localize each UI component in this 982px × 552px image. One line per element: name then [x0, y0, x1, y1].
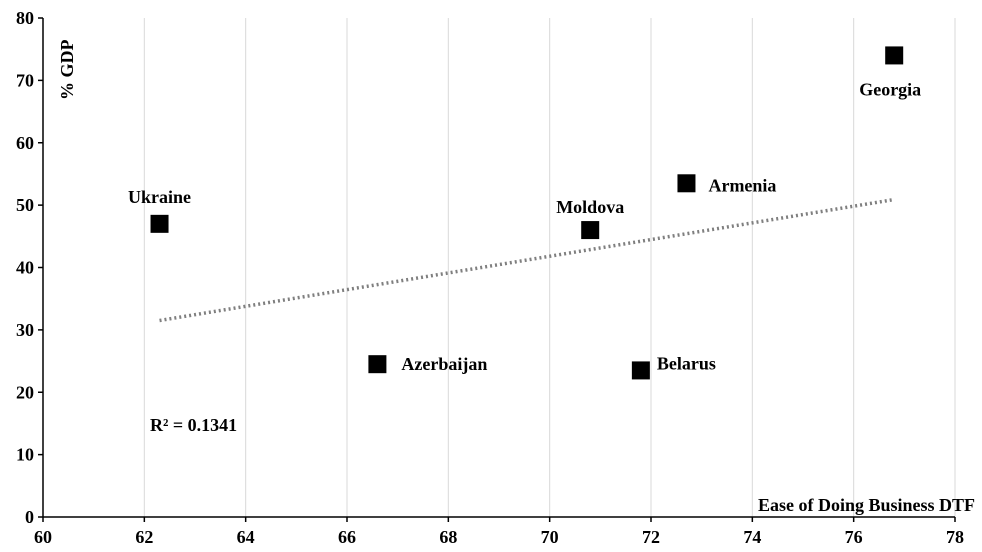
point-ukraine	[150, 214, 169, 233]
point-label-georgia: Georgia	[859, 79, 921, 99]
x-tick-label-60: 60	[34, 527, 52, 547]
x-tick-label-62: 62	[135, 527, 153, 547]
point-label-armenia: Armenia	[708, 175, 776, 195]
x-tick-label-74: 74	[743, 527, 761, 547]
point-georgia	[885, 46, 904, 65]
x-tick-labels: 60 62 64 66 68 70 72 74 76 78	[34, 517, 964, 547]
point-label-belarus: Belarus	[657, 353, 716, 373]
point-moldova	[581, 221, 600, 240]
x-tick-label-68: 68	[439, 527, 457, 547]
x-axis-title: Ease of Doing Business DTF	[758, 495, 975, 515]
x-tick-label-78: 78	[946, 527, 964, 547]
r-squared-annotation: R² = 0.1341	[150, 415, 237, 435]
x-tick-label-64: 64	[237, 527, 255, 547]
y-axis-title: % GDP	[57, 40, 77, 101]
x-tick-label-72: 72	[642, 527, 660, 547]
point-armenia	[677, 174, 696, 193]
y-tick-label-40: 40	[16, 258, 34, 278]
x-tick-label-70: 70	[541, 527, 559, 547]
y-tick-label-70: 70	[16, 70, 34, 90]
y-tick-label-80: 80	[16, 8, 34, 28]
point-belarus	[631, 361, 650, 380]
y-tick-labels: 0 10 20 30 40 50 60 70 80	[16, 8, 43, 527]
y-tick-label-60: 60	[16, 133, 34, 153]
point-azerbaijan	[368, 355, 387, 374]
data-points: Ukraine Azerbaijan Moldova Belarus Armenia Ge…	[128, 46, 921, 380]
vertical-gridlines	[143, 18, 956, 517]
point-label-azerbaijan: Azerbaijan	[401, 354, 487, 374]
y-tick-label-10: 10	[16, 445, 34, 465]
x-tick-label-76: 76	[845, 527, 863, 547]
y-tick-label-20: 20	[16, 382, 34, 402]
y-tick-label-50: 50	[16, 195, 34, 215]
y-tick-label-0: 0	[25, 507, 34, 527]
point-label-ukraine: Ukraine	[128, 187, 191, 207]
y-tick-label-30: 30	[16, 320, 34, 340]
x-tick-label-66: 66	[338, 527, 356, 547]
trendline	[159, 197, 895, 323]
point-label-moldova: Moldova	[556, 197, 624, 217]
